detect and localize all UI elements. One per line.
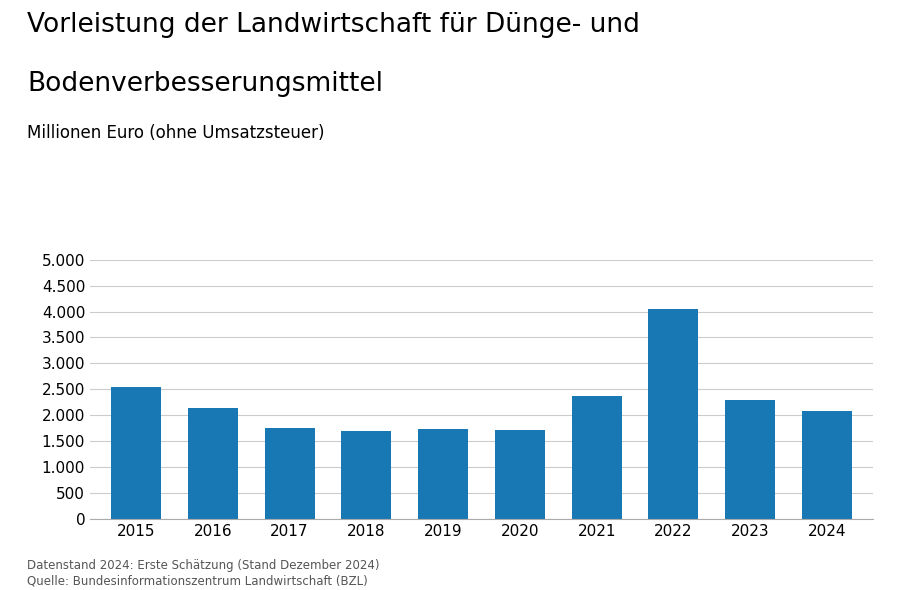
Bar — [649, 309, 698, 519]
Bar — [572, 396, 622, 519]
Bar — [188, 408, 238, 519]
Bar — [265, 428, 314, 519]
Bar — [725, 400, 775, 519]
Bar — [495, 430, 544, 519]
Text: Vorleistung der Landwirtschaft für Dünge- und: Vorleistung der Landwirtschaft für Dünge… — [27, 12, 640, 38]
Text: Bodenverbesserungsmittel: Bodenverbesserungsmittel — [27, 71, 383, 97]
Bar — [341, 431, 392, 519]
Bar — [418, 430, 468, 519]
Text: Datenstand 2024: Erste Schätzung (Stand Dezember 2024)
Quelle: Bundesinformation: Datenstand 2024: Erste Schätzung (Stand … — [27, 559, 380, 587]
Bar — [111, 387, 161, 519]
Bar — [802, 411, 852, 519]
Text: Millionen Euro (ohne Umsatzsteuer): Millionen Euro (ohne Umsatzsteuer) — [27, 124, 325, 142]
